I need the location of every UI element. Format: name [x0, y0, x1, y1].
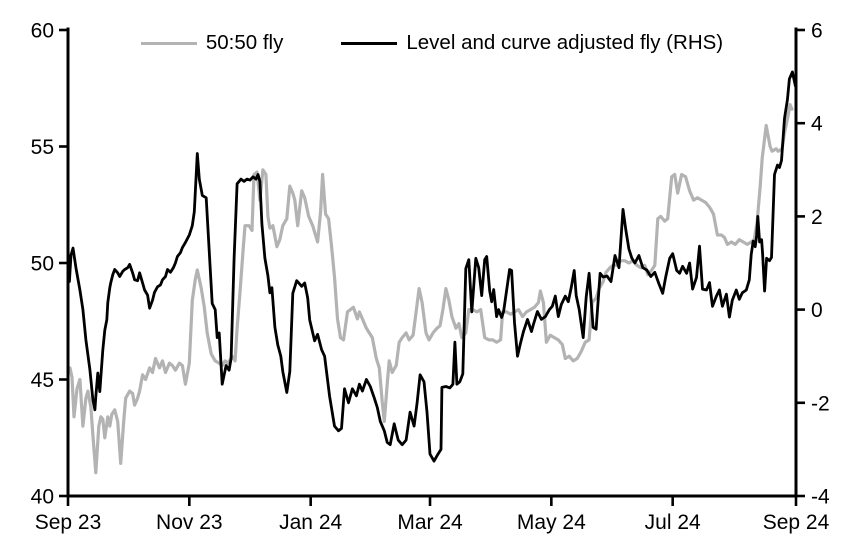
series-line-black	[66, 70, 797, 463]
right-axis-tick-label: -4	[811, 486, 830, 509]
legend-label-adjusted-fly: Level and curve adjusted fly (RHS)	[406, 31, 724, 54]
x-axis-tick-label: May 24	[517, 511, 586, 534]
x-axis-tick-label: Jan 24	[279, 511, 342, 534]
left-axis-tick-label: 60	[31, 20, 54, 43]
legend-line-swatch-gray	[140, 41, 197, 45]
legend-item-5050-fly: 50:50 fly	[140, 31, 284, 54]
x-axis-tick-label: Sep 24	[763, 511, 830, 534]
left-axis-tick-label: 45	[31, 369, 54, 392]
legend-label-5050-fly: 50:50 fly	[205, 31, 284, 54]
x-axis-tick-label: Jul 24	[645, 511, 701, 534]
right-axis-tick-label: 4	[811, 113, 823, 136]
left-axis-tick-label: 55	[31, 136, 54, 159]
left-axis-tick-label: 40	[31, 486, 54, 509]
legend-item-adjusted-fly: Level and curve adjusted fly (RHS)	[341, 31, 724, 54]
x-axis-tick-label: Mar 24	[397, 511, 463, 534]
series-line-gray	[66, 102, 794, 475]
right-axis-tick-label: -2	[811, 392, 830, 415]
left-axis-tick-label: 50	[31, 253, 54, 276]
legend-line-swatch-black	[341, 41, 398, 45]
x-axis-tick-label: Sep 23	[35, 511, 102, 534]
right-axis-tick-label: 0	[811, 299, 823, 322]
right-axis-tick-label: 6	[811, 20, 823, 43]
right-axis-tick-label: 2	[811, 206, 823, 229]
chart-legend: 50:50 fly Level and curve adjusted fly (…	[68, 31, 796, 54]
x-axis-tick-label: Nov 23	[156, 511, 223, 534]
